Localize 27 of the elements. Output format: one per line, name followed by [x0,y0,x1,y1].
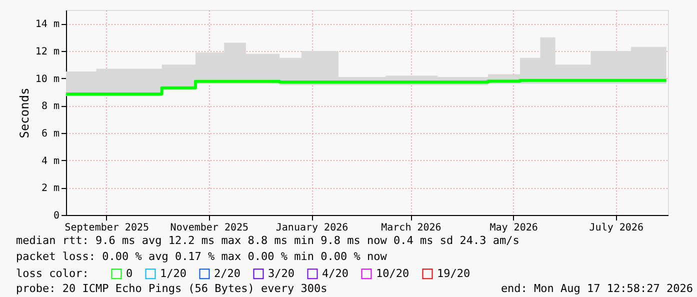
y-tick-label: 8 m [41,101,60,112]
legend-label: 0 [126,266,133,280]
y-tick-label: 10 m [35,74,60,85]
x-tick-label: November 2025 [170,222,249,234]
text: median rtt: 9.6 ms avg 12.2 ms max 8.8 ms min 9.8 ms now 0.4 ms sd 24.3 am/s [16,234,520,247]
y-tick-label: 12 m [35,46,60,58]
y-axis-title: Seconds [17,88,32,138]
legend-label: 4/20 [322,266,348,280]
y-tick-label: 6 m [41,128,60,140]
legend-title: loss color: [16,267,89,280]
y-tick-label: 0 [53,210,60,222]
legend-label: 1/20 [160,266,186,280]
legend-label: 10/20 [376,266,410,280]
legend-label: 19/20 [437,266,470,280]
x-tick-label: September 2025 [64,222,150,234]
y-tick-label: 4 m [41,156,60,167]
x-tick-label: March 2026 [381,222,442,234]
y-tick-label: 14 m [35,19,60,30]
legend-label: 3/20 [268,266,294,280]
x-tick-label: January 2026 [276,222,348,234]
text: end: Mon Aug 17 12:58:27 2026 [500,282,693,295]
text: packet loss: 0.00 % avg 0.17 % max 0.00 % min 0.00 % now [16,250,388,263]
legend-label: 2/20 [214,266,240,280]
y-tick-label: 2 m [41,183,60,194]
x-tick-label: July 2026 [589,222,644,234]
x-tick-label: May 2026 [490,222,538,234]
text: probe: 20 ICMP Echo Pings (56 Bytes) every 300s [16,282,328,295]
